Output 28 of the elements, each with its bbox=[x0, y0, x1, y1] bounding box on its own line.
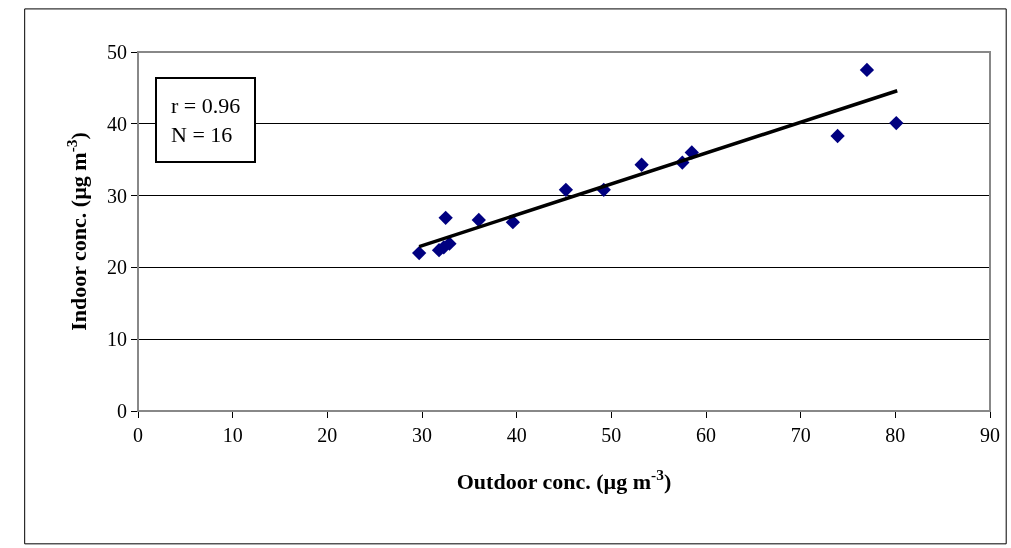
y-tick-label: 40 bbox=[107, 112, 127, 135]
x-tick-label: 0 bbox=[133, 424, 143, 446]
y-tick-label: 30 bbox=[107, 184, 127, 207]
x-axis-title: Outdoor conc. (µg m$^{-3}$) bbox=[456, 465, 672, 494]
y-tick-label: 10 bbox=[107, 328, 127, 351]
y-tick-label: 0 bbox=[117, 400, 127, 422]
x-tick-label: 90 bbox=[980, 424, 1000, 446]
x-tick-label: 10 bbox=[222, 424, 243, 446]
point bbox=[438, 210, 453, 226]
point bbox=[859, 62, 875, 78]
x-tick-label: 50 bbox=[601, 424, 622, 446]
point bbox=[505, 215, 521, 230]
x-tick-label: 60 bbox=[696, 424, 716, 446]
x-tick-label: 30 bbox=[412, 424, 432, 446]
point bbox=[412, 245, 427, 261]
point bbox=[634, 157, 649, 172]
y-tick-label: 20 bbox=[107, 256, 127, 279]
x-tick-label: 80 bbox=[885, 424, 906, 446]
x-tick-label: 20 bbox=[317, 424, 338, 446]
y-tick-label: 50 bbox=[107, 41, 127, 63]
point bbox=[830, 128, 845, 144]
point bbox=[889, 115, 904, 131]
point bbox=[558, 182, 574, 198]
point bbox=[471, 212, 486, 228]
point bbox=[442, 236, 457, 251]
annotation: r = 0.96 N = 16 bbox=[171, 93, 241, 147]
x-tick-label: 70 bbox=[790, 424, 811, 446]
x-tick-label: 40 bbox=[506, 424, 527, 446]
